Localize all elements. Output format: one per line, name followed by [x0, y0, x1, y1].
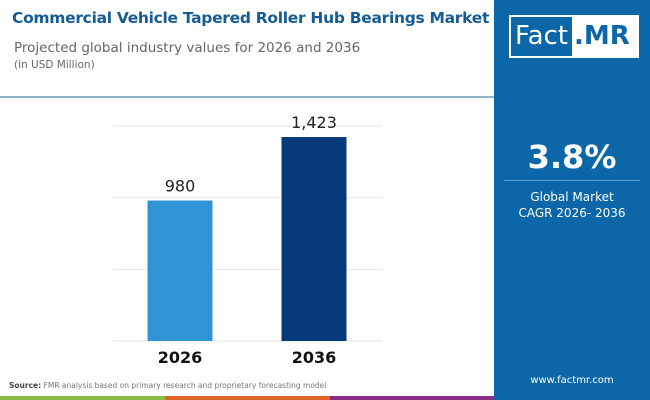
logo-text-mr: .MR: [574, 21, 630, 51]
cagr-label-line2: CAGR 2026- 2036: [518, 206, 626, 220]
source-label: Source:: [9, 381, 42, 390]
cagr-divider: [504, 180, 640, 181]
stripe-orange: [165, 396, 330, 400]
side-panel: [494, 0, 650, 400]
stripe-green: [0, 396, 165, 400]
bar-chart: 980 2026 1,423 2036: [113, 113, 382, 367]
bar-2036: [281, 137, 347, 341]
website-link[interactable]: www.factmr.com: [530, 375, 614, 386]
cagr-value: 3.8%: [527, 138, 617, 176]
logo-text-fact: Fact: [511, 17, 572, 56]
factmr-logo: Fact .MR: [509, 15, 639, 58]
cagr-label: Global Market CAGR 2026- 2036: [494, 189, 650, 221]
source-text: FMR analysis based on primary research a…: [41, 381, 327, 390]
chart-title: Commercial Vehicle Tapered Roller Hub Be…: [12, 9, 490, 27]
unit-label: (in USD Million): [14, 59, 95, 71]
data-label: 1,423: [291, 113, 337, 132]
x-tick-label: 2026: [158, 348, 203, 367]
x-tick-label: 2036: [292, 348, 337, 367]
cagr-label-line1: Global Market: [530, 190, 614, 204]
data-label: 980: [165, 177, 196, 196]
stripe-purple: [330, 396, 494, 400]
bar-2026: [147, 200, 213, 341]
source-note: Source: FMR analysis based on primary re…: [9, 381, 326, 390]
chart-subtitle: Projected global industry values for 202…: [14, 40, 361, 56]
header-divider: [0, 96, 494, 98]
